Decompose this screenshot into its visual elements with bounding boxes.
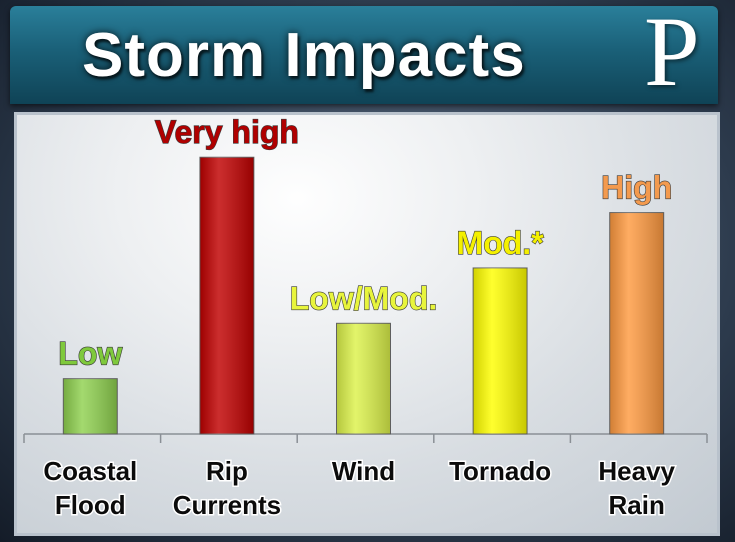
category-label: Heavy [598, 456, 675, 486]
category-label: Rip [206, 456, 248, 486]
value-label: Low/Mod. [290, 280, 438, 316]
value-label: Very high [155, 114, 299, 150]
bar-highlight [473, 267, 528, 434]
value-label: Low [58, 336, 122, 372]
bar-highlight [63, 378, 118, 434]
chart-panel [14, 112, 720, 536]
brand-logo: P [644, 0, 700, 107]
category-label: Rain [609, 490, 665, 520]
category-label: Currents [173, 490, 281, 520]
category-label: Coastal [43, 456, 137, 486]
bar-highlight [199, 157, 254, 434]
bar-highlight [336, 323, 391, 434]
category-label: Tornado [449, 456, 551, 486]
value-label: High [601, 170, 672, 206]
category-label: Wind [332, 456, 395, 486]
value-label: Mod.* [457, 225, 545, 261]
header-banner: Storm Impacts P [10, 2, 718, 104]
bar-highlight [609, 212, 664, 434]
page-title: Storm Impacts [82, 21, 526, 90]
category-label: Flood [55, 490, 126, 520]
